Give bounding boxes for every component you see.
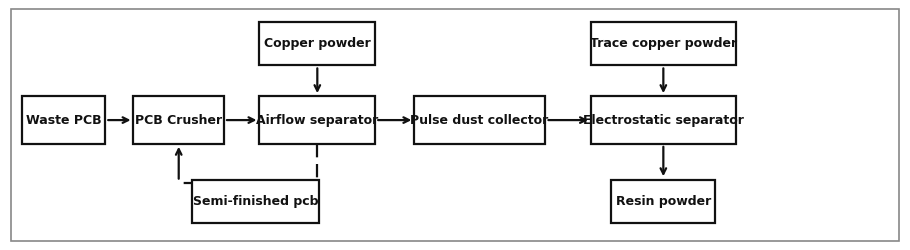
FancyBboxPatch shape: [22, 96, 106, 144]
FancyBboxPatch shape: [591, 96, 736, 144]
Text: PCB Crusher: PCB Crusher: [136, 114, 222, 126]
Text: Electrostatic separator: Electrostatic separator: [583, 114, 743, 126]
FancyBboxPatch shape: [591, 22, 736, 66]
Text: Resin powder: Resin powder: [616, 195, 711, 208]
FancyBboxPatch shape: [414, 96, 545, 144]
FancyBboxPatch shape: [134, 96, 224, 144]
Text: Semi-finished pcb: Semi-finished pcb: [193, 195, 318, 208]
Text: Trace copper powder: Trace copper powder: [590, 37, 737, 51]
Text: Copper powder: Copper powder: [264, 37, 370, 51]
Text: Airflow separator: Airflow separator: [257, 114, 379, 126]
FancyBboxPatch shape: [259, 96, 375, 144]
FancyBboxPatch shape: [259, 22, 375, 66]
FancyBboxPatch shape: [612, 180, 715, 223]
FancyBboxPatch shape: [192, 180, 319, 223]
Text: Pulse dust collector: Pulse dust collector: [410, 114, 549, 126]
Text: Waste PCB: Waste PCB: [25, 114, 102, 126]
